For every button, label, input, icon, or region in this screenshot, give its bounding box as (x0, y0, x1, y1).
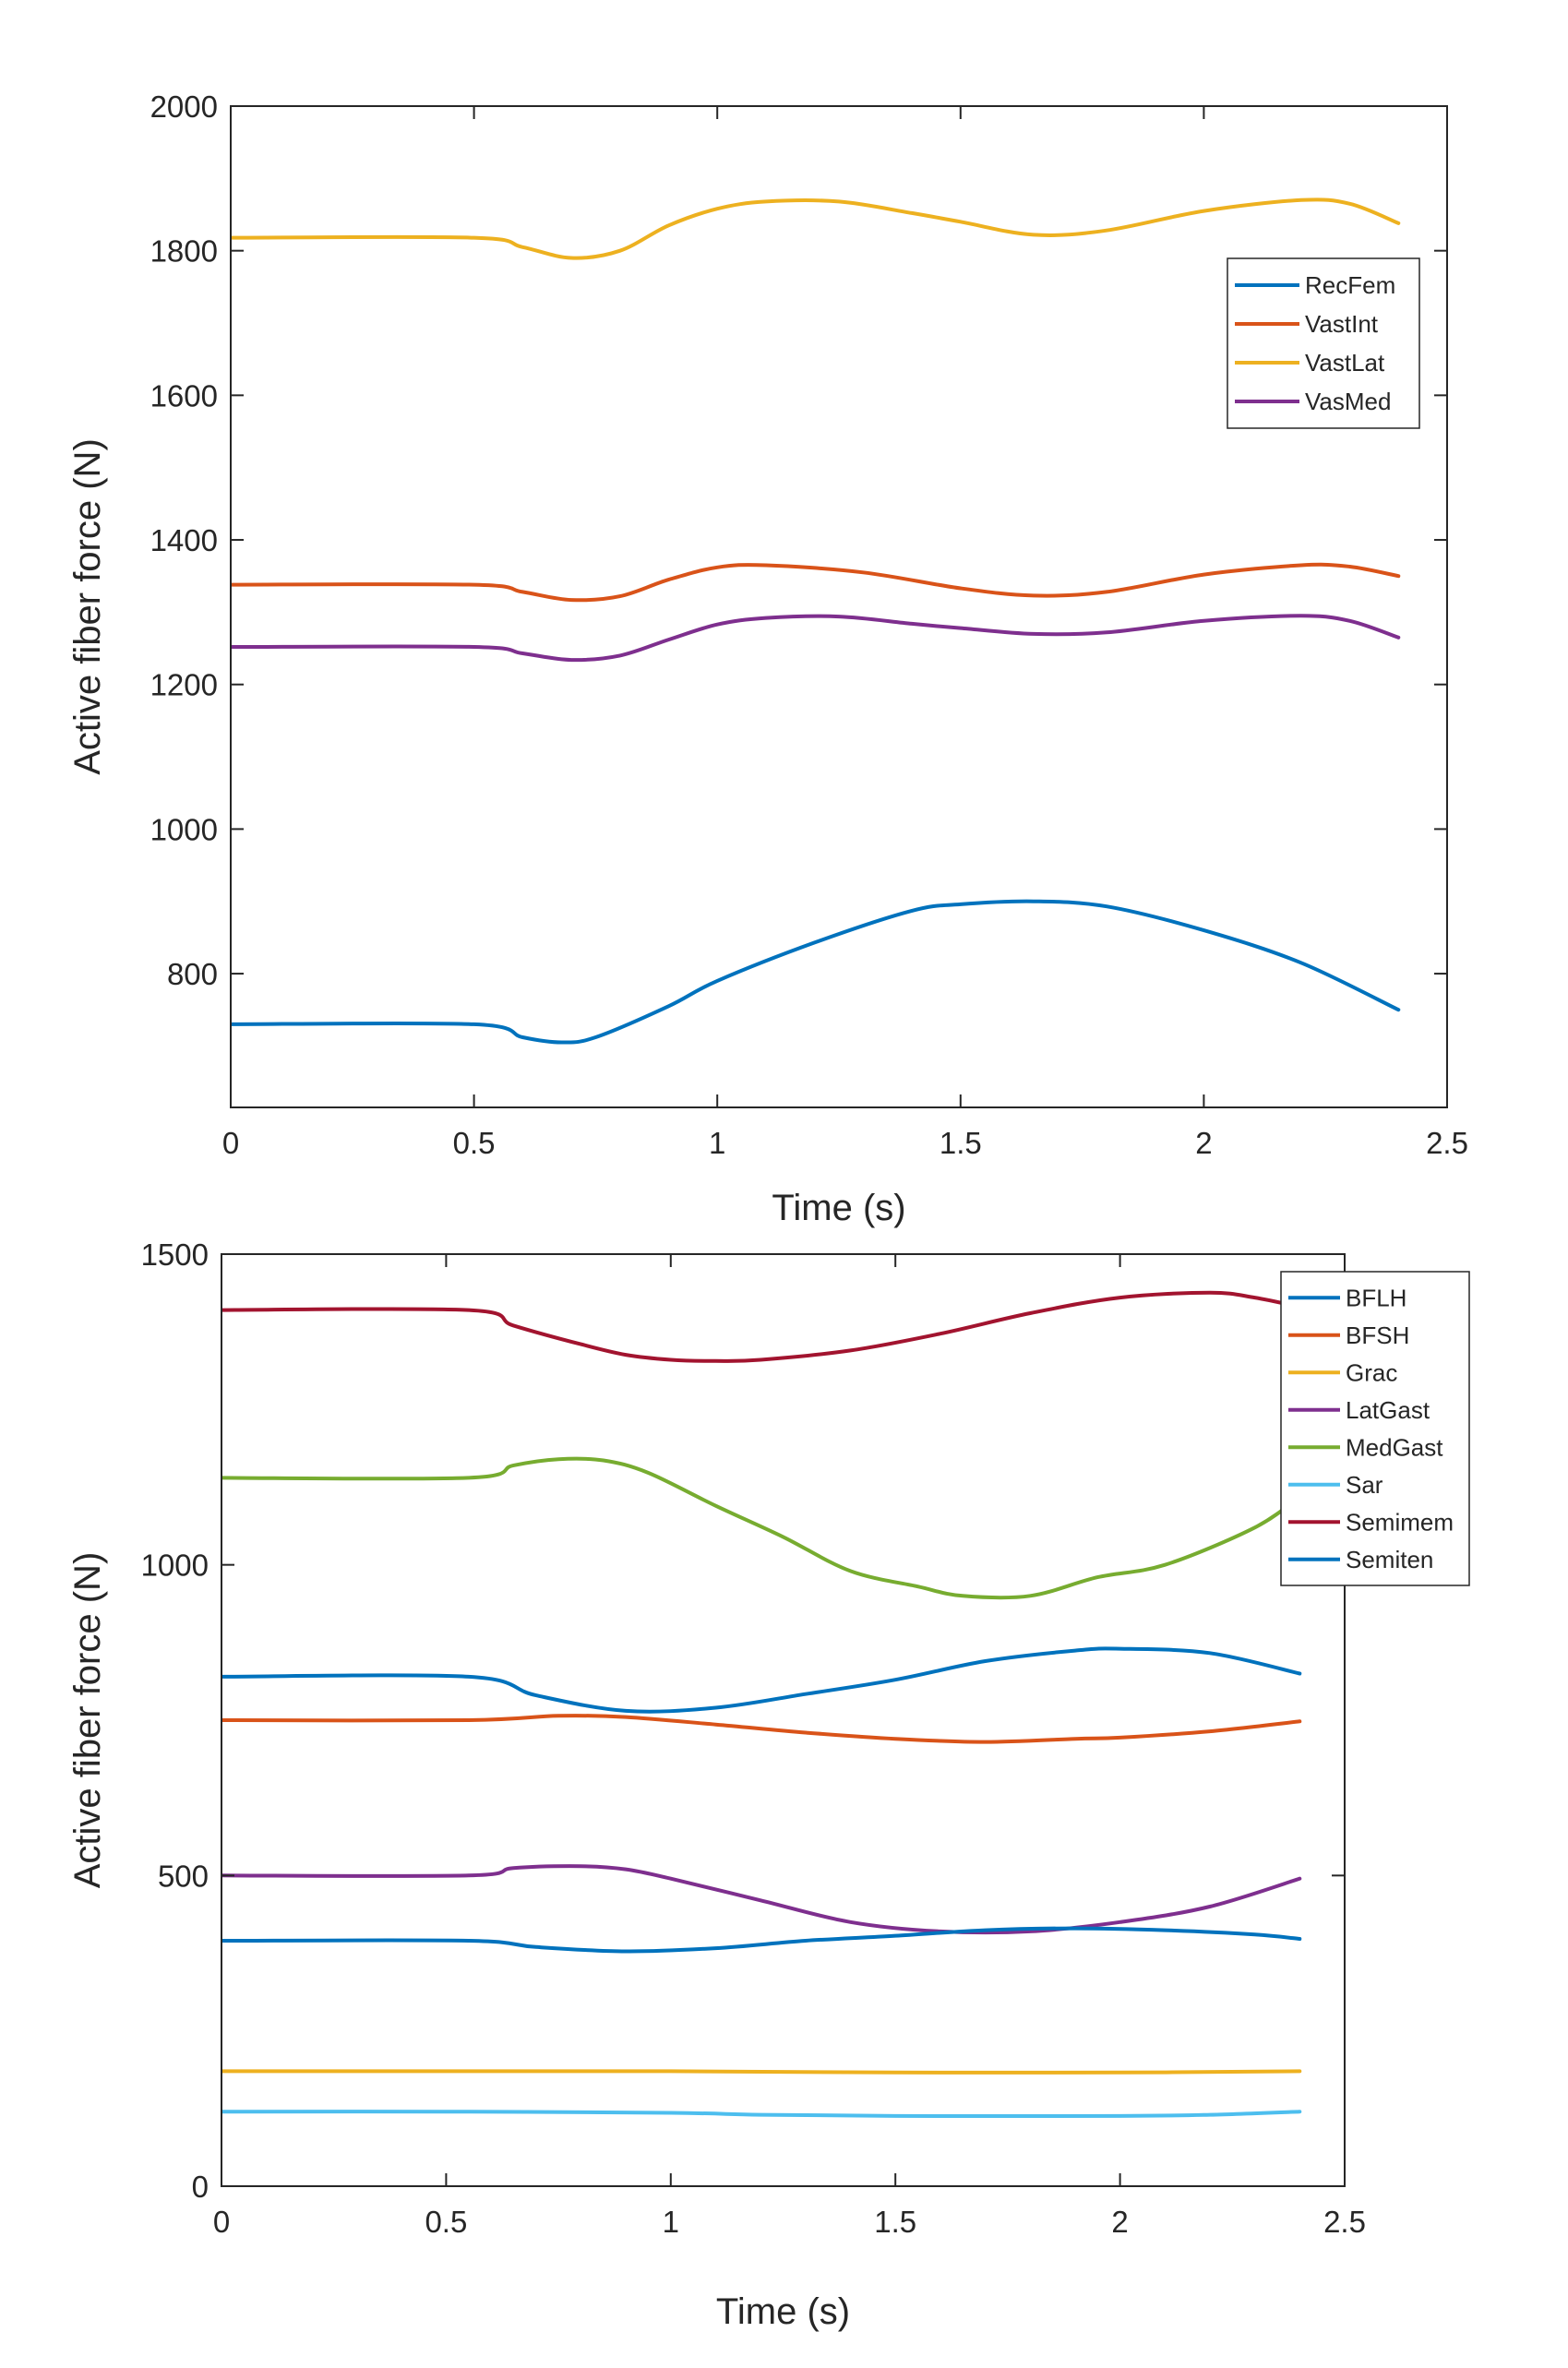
x-tick-label: 1 (663, 2205, 679, 2239)
legend-label: BFSH (1346, 1322, 1409, 1349)
legend-label: MedGast (1346, 1433, 1443, 1461)
y-tick-label: 1800 (150, 234, 218, 269)
legend-label: Semimem (1346, 1508, 1454, 1536)
legend-item-recfem: RecFem (1235, 271, 1395, 299)
chart-top: 0 0.5 1 1.5 2 2.5800100012001400160018002000 … (67, 90, 1468, 1228)
series-line-vasmed (231, 614, 1401, 663)
legend-label: Grac (1346, 1358, 1397, 1386)
legend-label: BFLH (1346, 1284, 1406, 1311)
series-line-grac (221, 2069, 1302, 2075)
x-tick-label: 2.5 (1323, 2205, 1366, 2239)
x-tick-label: 0 (213, 2205, 230, 2239)
chart-bottom-x-axis-label: Time (s) (716, 2291, 850, 2332)
chart-bottom-series-lines (221, 1290, 1302, 2119)
legend-item-bfsh: BFSH (1288, 1322, 1409, 1349)
legend-item-vastlat: VastLat (1235, 349, 1385, 377)
y-tick-label: 1400 (150, 523, 218, 557)
y-tick-label: 800 (167, 957, 218, 991)
y-tick-label: 1500 (141, 1238, 209, 1272)
x-tick-label: 1.5 (874, 2205, 916, 2239)
series-line-vastlat (231, 197, 1401, 260)
legend-item-medgast: MedGast (1288, 1433, 1443, 1461)
legend-label: VastInt (1305, 310, 1379, 338)
series-line-semimem (221, 1290, 1302, 1363)
chart-bottom-axes-frame (221, 1253, 1346, 2187)
x-tick-label: 0.5 (453, 1126, 496, 1160)
legend-label: Semiten (1346, 1546, 1433, 1573)
x-tick-label: 1 (709, 1126, 725, 1160)
y-tick-label: 1200 (150, 668, 218, 702)
legend-label: RecFem (1305, 271, 1395, 299)
legend-label: VastLat (1305, 349, 1385, 377)
legend-item-semiten: Semiten (1288, 1546, 1433, 1573)
x-tick-label: 0 (222, 1126, 239, 1160)
y-tick-label: 1000 (150, 812, 218, 846)
series-line-semiten (221, 1926, 1302, 1954)
legend-item-bflh: BFLH (1288, 1284, 1406, 1311)
chart-top-axes-frame (230, 105, 1448, 1108)
chart-top-series-lines (231, 197, 1401, 1045)
legend-item-vastint: VastInt (1235, 310, 1379, 338)
x-tick-label: 2 (1111, 2205, 1128, 2239)
series-line-vastint (231, 562, 1401, 603)
legend-label: LatGast (1346, 1396, 1430, 1424)
chart-bottom-y-axis-label: Active fiber force (N) (67, 1552, 108, 1889)
x-tick-label: 2 (1195, 1126, 1212, 1160)
legend-item-grac: Grac (1288, 1358, 1397, 1386)
legend-item-semimem: Semimem (1288, 1508, 1454, 1536)
x-tick-label: 2.5 (1426, 1126, 1468, 1160)
legend-box (1280, 1271, 1470, 1586)
legend-label: VasMed (1305, 388, 1391, 415)
legend-item-sar: Sar (1288, 1471, 1383, 1499)
series-line-bflh (221, 1646, 1302, 1714)
chart-top-y-axis-label: Active fiber force (N) (67, 438, 108, 775)
legend-item-latgast: LatGast (1288, 1396, 1430, 1424)
chart-bottom-ticks: 0 0.5 1 1.5 2 2.5 0 500 1000 1500 (141, 1238, 1366, 2239)
y-tick-label: 1600 (150, 378, 218, 413)
legend-item-vasmed: VasMed (1235, 388, 1391, 415)
chart-bottom: 0 0.5 1 1.5 2 2.5 0 500 1000 1500 Time (s) Active… (67, 1238, 1470, 2332)
series-line-sar (221, 2110, 1302, 2119)
legend-label: Sar (1346, 1471, 1383, 1499)
y-tick-label: 2000 (150, 90, 218, 124)
x-tick-label: 1.5 (940, 1126, 982, 1160)
y-tick-label: 0 (192, 2170, 209, 2204)
series-line-medgast (221, 1456, 1302, 1600)
chart-top-legend: RecFem VastInt VastLat VasMed (1227, 257, 1420, 429)
series-line-recfem (231, 899, 1401, 1045)
chart-top-x-axis-label: Time (s) (772, 1188, 905, 1228)
x-tick-label: 0.5 (425, 2205, 467, 2239)
series-line-latgast (221, 1864, 1302, 1935)
y-tick-label: 1000 (141, 1549, 209, 1583)
chart-bottom-legend: BFLH BFSH Grac LatGast MedGast Sar Semimem Semi… (1280, 1271, 1470, 1586)
y-tick-label: 500 (158, 1859, 209, 1893)
series-line-bfsh (221, 1714, 1302, 1744)
chart-top-ticks: 0 0.5 1 1.5 2 2.5 800 1000 1200 1400 1600 1800 2000 (150, 90, 1468, 1160)
